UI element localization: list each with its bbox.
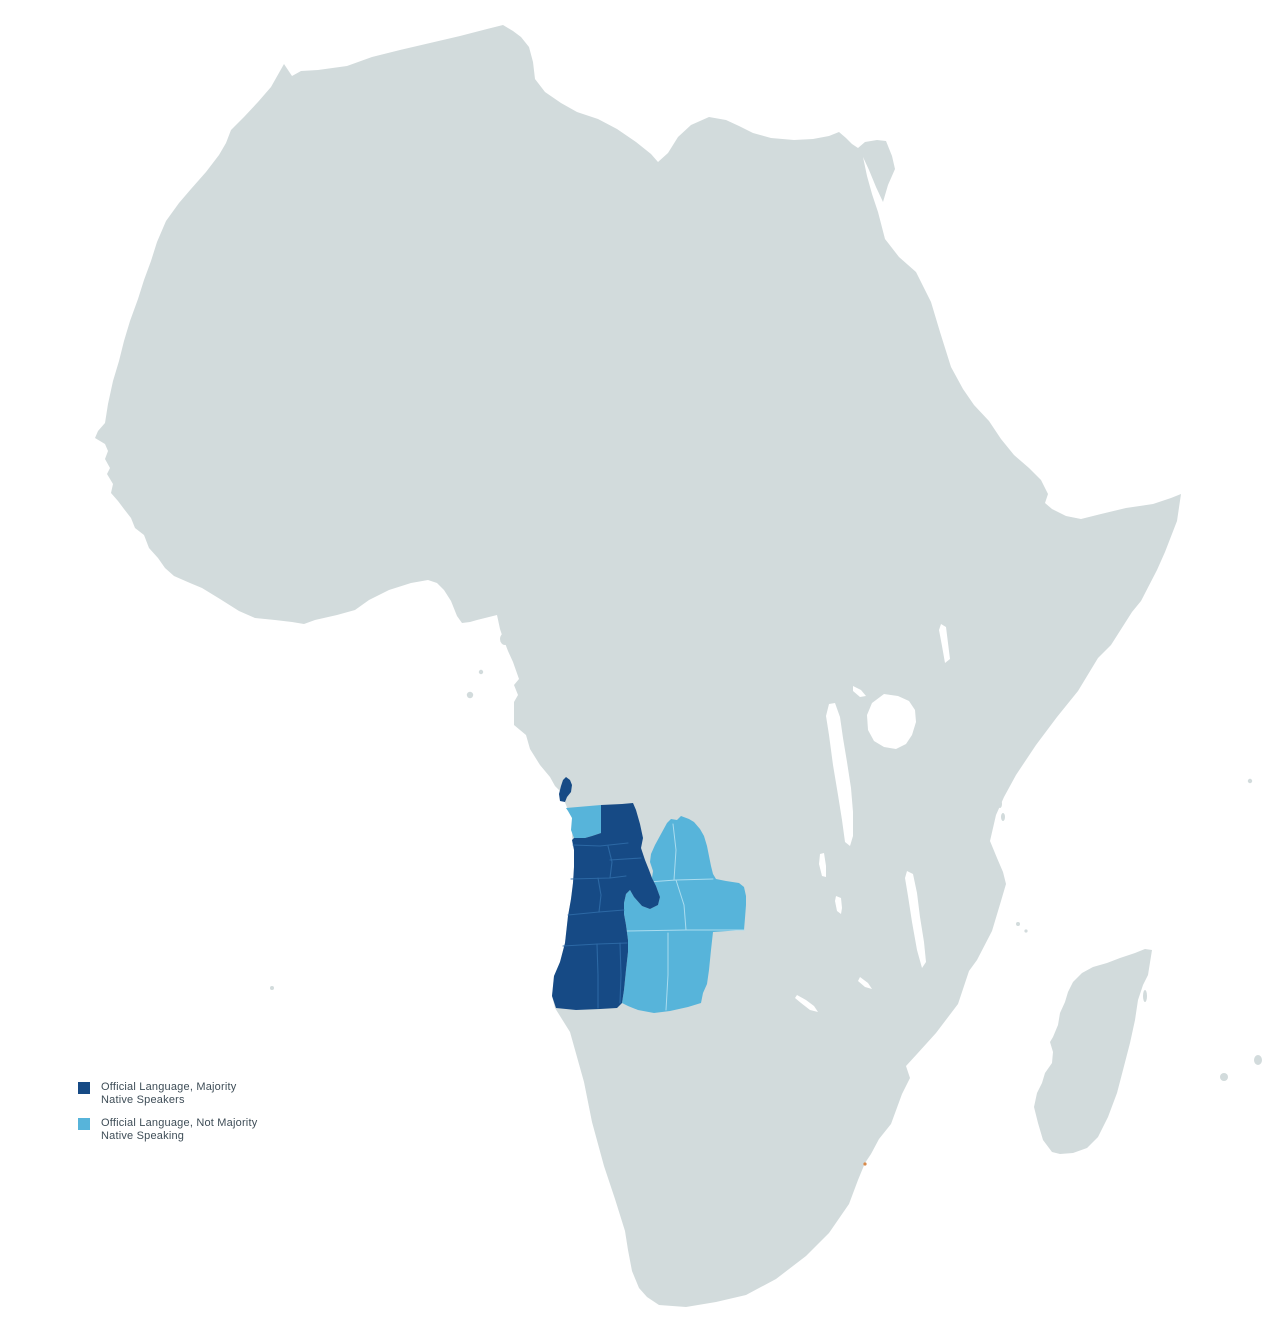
comoros-island bbox=[1024, 929, 1028, 933]
coast-speck bbox=[863, 1162, 867, 1166]
africa-continent bbox=[95, 25, 1181, 1307]
sao-tome-island bbox=[466, 691, 474, 699]
lake-malawi bbox=[905, 871, 926, 968]
island-dot bbox=[1247, 778, 1253, 784]
angola-east-region-not-majority bbox=[622, 816, 746, 1013]
zanzibar-island bbox=[1001, 813, 1005, 821]
lake-kariba bbox=[795, 995, 818, 1012]
principe-island bbox=[478, 669, 484, 675]
not-majority-province-borders bbox=[625, 823, 745, 1011]
angola-majority-regions bbox=[552, 777, 660, 1010]
island-dot bbox=[270, 986, 274, 990]
lake-tanganyika bbox=[826, 703, 853, 846]
lake-mweru bbox=[835, 896, 842, 914]
cabinda-region-majority bbox=[559, 777, 572, 802]
lake-rukwa bbox=[858, 977, 872, 989]
legend-item-not-majority: Official Language, Not Majority Native S… bbox=[78, 1117, 257, 1143]
legend-label-line: Official Language, Majority bbox=[101, 1081, 237, 1093]
legend-label-line: Official Language, Not Majority bbox=[101, 1117, 258, 1129]
legend-item-majority: Official Language, Majority Native Speak… bbox=[78, 1081, 257, 1107]
angola-west-region-majority bbox=[552, 803, 660, 1010]
angola-coastal-strip-not-majority bbox=[566, 805, 601, 838]
legend-label-line: Native Speakers bbox=[101, 1094, 185, 1106]
legend-label-majority: Official Language, Majority Native Speak… bbox=[101, 1081, 236, 1107]
majority-province-borders bbox=[562, 842, 642, 1009]
lake-turkana bbox=[939, 624, 950, 663]
angola-not-majority-regions bbox=[566, 805, 746, 1013]
sainte-marie-island bbox=[1143, 990, 1147, 1002]
comoros-island bbox=[1016, 922, 1020, 926]
pemba-island bbox=[998, 800, 1002, 808]
small-islands bbox=[270, 633, 1262, 1081]
mauritius-island bbox=[1220, 1073, 1228, 1081]
legend-label-not-majority: Official Language, Not Majority Native S… bbox=[101, 1117, 257, 1143]
reunion-island bbox=[1254, 1055, 1262, 1065]
majority-color-swatch bbox=[78, 1082, 90, 1094]
legend-label-line: Native Speaking bbox=[101, 1130, 185, 1142]
lakes bbox=[795, 423, 997, 1012]
lake-victoria bbox=[867, 694, 916, 749]
madagascar-island bbox=[1034, 949, 1152, 1154]
lake-tana bbox=[993, 423, 997, 427]
lake-albert bbox=[853, 686, 866, 697]
not-majority-color-swatch bbox=[78, 1118, 90, 1130]
bioko-island bbox=[500, 633, 510, 645]
lake-tanganyika-south bbox=[819, 853, 826, 877]
legend: Official Language, Majority Native Speak… bbox=[78, 1081, 257, 1143]
